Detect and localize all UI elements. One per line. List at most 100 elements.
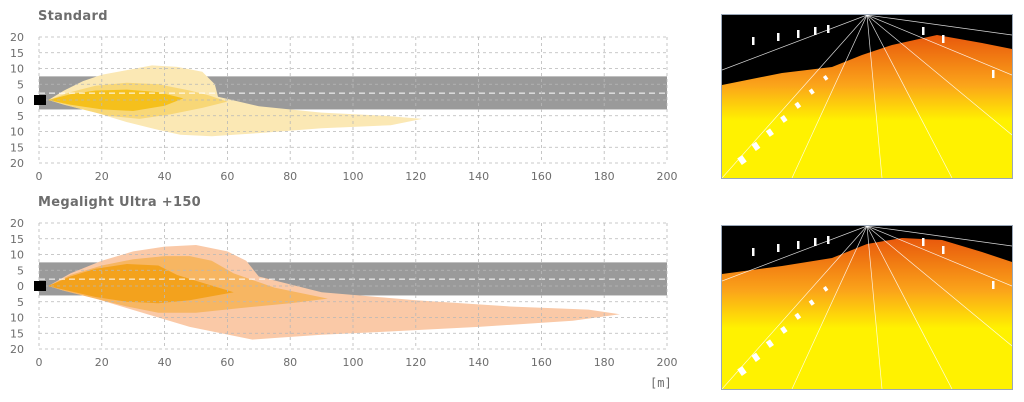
beam-contour-inner xyxy=(48,264,234,304)
perspective-line xyxy=(722,226,868,389)
y-tick-label: 20 xyxy=(10,343,24,356)
roadside-post xyxy=(827,25,830,33)
x-tick-label: 0 xyxy=(36,170,43,183)
x-tick-label: 60 xyxy=(220,170,234,183)
y-tick-label: 20 xyxy=(10,217,24,230)
x-tick-label: 200 xyxy=(657,170,678,183)
x-tick-label: 60 xyxy=(220,356,234,369)
lane-dash xyxy=(780,115,788,123)
standard-road-view-image xyxy=(722,15,1012,178)
perspective-line xyxy=(866,226,883,389)
ultra-chart-title: Megalight Ultra +150 xyxy=(38,195,202,210)
lane-dash xyxy=(737,366,747,376)
perspective-line xyxy=(866,226,1012,347)
perspective-line xyxy=(866,226,953,389)
perspective-line xyxy=(866,15,953,178)
roadside-post xyxy=(752,37,755,45)
perspective-line xyxy=(791,15,868,178)
y-tick-label: 10 xyxy=(10,249,24,262)
x-tick-label: 100 xyxy=(343,170,364,183)
roadside-post xyxy=(992,281,995,289)
lane-dash xyxy=(751,352,761,362)
lane-dash xyxy=(737,155,747,165)
perspective-line xyxy=(866,226,1012,287)
x-tick-label: 80 xyxy=(283,170,297,183)
y-tick-label: 5 xyxy=(17,296,24,309)
lane-dash xyxy=(780,326,788,334)
y-tick-label: 5 xyxy=(17,78,24,91)
lane-dash xyxy=(794,312,802,320)
vehicle-marker xyxy=(34,281,46,291)
beam-contour-inner xyxy=(48,89,184,111)
roadside-post xyxy=(777,33,780,41)
perspective-line xyxy=(866,226,1012,247)
y-tick-label: 15 xyxy=(10,47,24,60)
y-tick-label: 10 xyxy=(10,126,24,139)
x-tick-label: 200 xyxy=(657,356,678,369)
standard-road-view xyxy=(721,14,1013,179)
perspective-line xyxy=(722,15,868,178)
roadside-post xyxy=(942,35,945,43)
vehicle-marker xyxy=(34,95,46,105)
x-tick-label: 160 xyxy=(531,170,552,183)
x-tick-label: 160 xyxy=(531,356,552,369)
x-tick-label: 140 xyxy=(468,170,489,183)
y-tick-label: 20 xyxy=(10,31,24,44)
x-tick-label: 0 xyxy=(36,356,43,369)
lane-dash xyxy=(808,299,815,306)
lane-dash xyxy=(822,286,829,292)
perspective-line xyxy=(866,15,1012,76)
roadside-post xyxy=(797,241,800,249)
x-tick-label: 20 xyxy=(95,356,109,369)
perspective-line xyxy=(866,15,883,178)
perspective-line xyxy=(722,226,868,282)
roadside-post xyxy=(814,238,817,246)
roadside-post xyxy=(922,238,925,246)
y-tick-label: 5 xyxy=(17,110,24,123)
x-tick-label: 40 xyxy=(158,170,172,183)
perspective-line xyxy=(866,15,1012,36)
roadside-post xyxy=(814,27,817,35)
perspective-line xyxy=(866,15,1012,136)
roadside-post xyxy=(777,244,780,252)
distance-unit-label: [m] xyxy=(650,376,672,390)
lane-dash xyxy=(794,101,802,109)
y-tick-label: 0 xyxy=(17,280,24,293)
y-tick-label: 15 xyxy=(10,233,24,246)
x-tick-label: 80 xyxy=(283,356,297,369)
x-tick-label: 180 xyxy=(594,170,615,183)
lane-dash xyxy=(822,75,829,81)
roadside-post xyxy=(752,248,755,256)
x-tick-label: 40 xyxy=(158,356,172,369)
standard-chart-title: Standard xyxy=(38,9,108,24)
lane-dash xyxy=(751,141,761,151)
illuminated-road-surface xyxy=(722,238,1012,389)
y-tick-label: 15 xyxy=(10,141,24,154)
y-tick-label: 5 xyxy=(17,264,24,277)
lane-dash xyxy=(808,88,815,95)
x-tick-label: 140 xyxy=(468,356,489,369)
x-tick-label: 100 xyxy=(343,356,364,369)
roadside-post xyxy=(827,236,830,244)
ultra-road-view xyxy=(721,225,1013,390)
roadside-post xyxy=(992,70,995,78)
lane-dash xyxy=(765,339,774,348)
roadside-post xyxy=(797,30,800,38)
x-tick-label: 120 xyxy=(405,356,426,369)
y-tick-label: 0 xyxy=(17,94,24,107)
ultra-road-view-image xyxy=(722,226,1012,389)
roadside-post xyxy=(942,246,945,254)
perspective-line xyxy=(722,15,868,71)
lane-dash xyxy=(765,128,774,137)
y-tick-label: 10 xyxy=(10,312,24,325)
x-tick-label: 120 xyxy=(405,170,426,183)
roadside-post xyxy=(922,27,925,35)
x-tick-label: 180 xyxy=(594,356,615,369)
illuminated-road-surface xyxy=(722,35,1012,178)
y-tick-label: 15 xyxy=(10,327,24,340)
y-tick-label: 20 xyxy=(10,157,24,170)
y-tick-label: 10 xyxy=(10,63,24,76)
perspective-line xyxy=(791,226,868,389)
